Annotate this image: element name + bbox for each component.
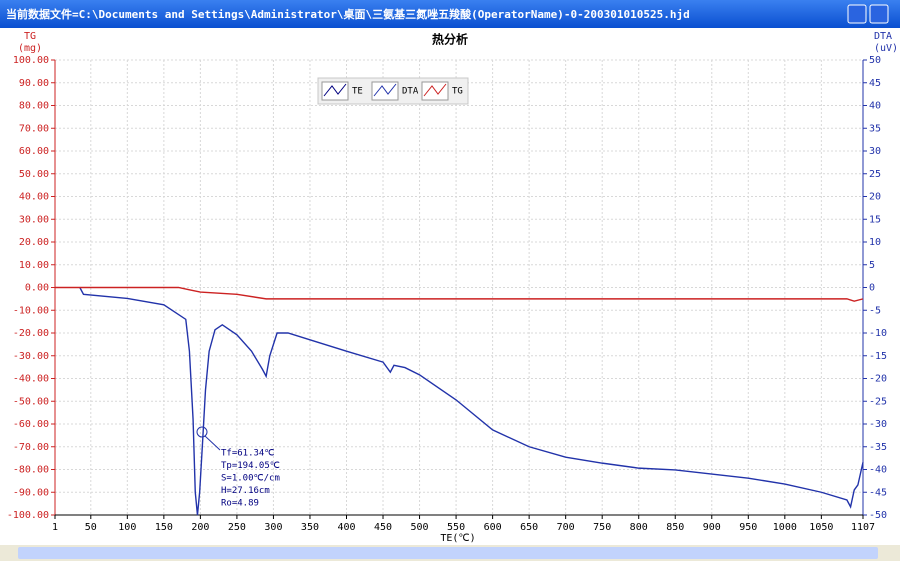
y-tick-label: 10.00 — [19, 260, 49, 271]
x-tick-label: 1107 — [851, 522, 875, 533]
legend-line — [373, 83, 397, 97]
x-tick-label: 700 — [557, 522, 575, 533]
y-tick-label: -40.00 — [13, 374, 49, 385]
annotation: Tp=194.05℃ — [221, 461, 280, 471]
legend-label: TG — [452, 87, 463, 97]
peak-marker — [196, 426, 208, 438]
x-tick-label: 450 — [374, 522, 392, 533]
x-tick-label: 1 — [52, 522, 58, 533]
annotation: Ro=4.89 — [221, 499, 259, 509]
scroll-thumb[interactable] — [18, 547, 878, 559]
data-line — [79, 287, 864, 516]
legend-swatch — [421, 81, 449, 101]
x-tick-label: 150 — [155, 522, 173, 533]
window-title: 当前数据文件=C:\Documents and Settings\Adminis… — [6, 7, 690, 21]
x-tick-label: 200 — [191, 522, 209, 533]
y2-tick-label: 50 — [869, 55, 881, 66]
y-tick-label: 0.00 — [25, 283, 49, 294]
x-tick-label: 100 — [118, 522, 136, 533]
x-tick-label: 550 — [447, 522, 465, 533]
legend-swatch — [321, 81, 349, 101]
annotation-leader — [204, 435, 221, 451]
y-tick-label: -20.00 — [13, 328, 49, 339]
maximize-button[interactable] — [869, 4, 889, 24]
y-axis-unit: (mg) — [18, 43, 42, 54]
x-tick-label: 50 — [85, 522, 97, 533]
y2-tick-label: -20 — [869, 374, 887, 385]
y2-tick-label: -40 — [869, 465, 887, 476]
x-tick-label: 950 — [739, 522, 757, 533]
y-tick-label: 90.00 — [19, 78, 49, 89]
y-tick-label: -30.00 — [13, 351, 49, 362]
y2-tick-label: -30 — [869, 419, 887, 430]
y-tick-label: 20.00 — [19, 237, 49, 248]
y-tick-label: 100.00 — [13, 55, 49, 66]
legend-line — [323, 83, 347, 97]
y2-tick-label: 25 — [869, 169, 881, 180]
y2-tick-label: 5 — [869, 260, 875, 271]
legend-line — [423, 83, 447, 97]
y-tick-label: 40.00 — [19, 192, 49, 203]
y-tick-label: 70.00 — [19, 123, 49, 134]
y-tick-label: -50.00 — [13, 396, 49, 407]
y2-tick-label: -10 — [869, 328, 887, 339]
x-axis-title: TE(℃) — [440, 533, 475, 544]
y2-tick-label: -15 — [869, 351, 887, 362]
y2-tick-label: 20 — [869, 192, 881, 203]
x-tick-label: 600 — [484, 522, 502, 533]
y2-tick-label: 40 — [869, 101, 881, 112]
minimize-button[interactable] — [847, 4, 867, 24]
y-tick-label: -60.00 — [13, 419, 49, 430]
annotation: Tf=61.34℃ — [221, 449, 274, 459]
y2-tick-label: 35 — [869, 123, 881, 134]
y2-tick-label: 15 — [869, 214, 881, 225]
y-tick-label: -90.00 — [13, 487, 49, 498]
y2-tick-label: -35 — [869, 442, 887, 453]
y2-tick-label: 10 — [869, 237, 881, 248]
y-axis-title: TG — [24, 31, 36, 42]
y-tick-label: -80.00 — [13, 465, 49, 476]
y2-tick-label: -45 — [869, 487, 887, 498]
y-tick-label: 30.00 — [19, 214, 49, 225]
legend-label: TE — [352, 87, 363, 97]
y-tick-label: -100.00 — [7, 510, 49, 521]
y2-tick-label: -5 — [869, 305, 881, 316]
x-tick-label: 1050 — [809, 522, 833, 533]
y2-tick-label: 30 — [869, 146, 881, 157]
y2-axis-unit: (uV) — [874, 43, 898, 54]
annotation: S=1.00℃/cm — [221, 474, 280, 484]
y2-tick-label: 45 — [869, 78, 881, 89]
annotation: H=27.16cm — [221, 486, 270, 496]
y-tick-label: 50.00 — [19, 169, 49, 180]
y2-axis-title: DTA — [874, 31, 892, 42]
y-tick-label: -70.00 — [13, 442, 49, 453]
chart-title: 热分析 — [432, 32, 468, 47]
x-tick-label: 650 — [520, 522, 538, 533]
x-tick-label: 900 — [703, 522, 721, 533]
x-tick-label: 750 — [593, 522, 611, 533]
y2-tick-label: 0 — [869, 283, 875, 294]
x-tick-label: 250 — [228, 522, 246, 533]
x-tick-label: 400 — [337, 522, 355, 533]
y-tick-label: -10.00 — [13, 305, 49, 316]
data-line — [55, 286, 864, 302]
y-tick-label: 80.00 — [19, 101, 49, 112]
x-tick-label: 1000 — [773, 522, 797, 533]
x-tick-label: 500 — [411, 522, 429, 533]
legend-swatch — [371, 81, 399, 101]
x-tick-label: 300 — [264, 522, 282, 533]
y2-tick-label: -50 — [869, 510, 887, 521]
x-tick-label: 850 — [666, 522, 684, 533]
x-tick-label: 800 — [630, 522, 648, 533]
y-tick-label: 60.00 — [19, 146, 49, 157]
legend-label: DTA — [402, 87, 419, 97]
x-tick-label: 350 — [301, 522, 319, 533]
y2-tick-label: -25 — [869, 396, 887, 407]
title-bar — [0, 0, 900, 28]
